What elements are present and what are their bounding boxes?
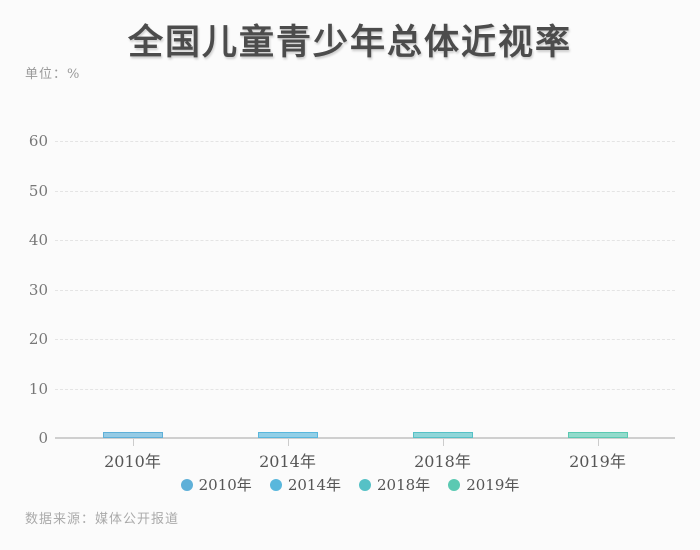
legend-item-2014年[interactable]: 2014年	[269, 474, 341, 495]
x-axis-tick-2018年	[442, 439, 444, 446]
unit-label: 单位：%	[25, 67, 81, 82]
bar-2019年[interactable]	[567, 432, 628, 438]
bar-2010年[interactable]	[102, 432, 163, 438]
legend-label: 2014年	[287, 476, 341, 494]
data-source-label: 数据来源：媒体公开报道	[25, 512, 180, 527]
x-axis-tick-2019年	[597, 439, 599, 446]
y-axis-label-60: 60	[28, 132, 48, 150]
gridline-20	[55, 339, 675, 340]
gridline-30	[55, 289, 675, 291]
gridline-10	[55, 388, 675, 390]
legend-dot-icon	[180, 478, 193, 491]
x-axis-label-2010年: 2010年	[104, 452, 161, 471]
legend-label: 2019年	[466, 476, 520, 494]
y-axis-label-10: 10	[28, 379, 48, 398]
y-axis-label-0: 0	[38, 429, 48, 447]
legend-item-2018年[interactable]: 2018年	[359, 474, 430, 495]
gridline-50	[55, 190, 675, 192]
legend-dot-icon	[448, 478, 461, 491]
legend-dot-icon	[269, 478, 282, 491]
legend-item-2019年[interactable]: 2019年	[448, 474, 519, 495]
x-axis-tick-2010年	[132, 439, 134, 446]
legend-item-2010年[interactable]: 2010年	[180, 474, 252, 495]
bar-2014年[interactable]	[257, 432, 318, 438]
x-axis-label-2019年: 2019年	[569, 452, 626, 471]
y-axis-label-20: 20	[28, 330, 48, 348]
y-axis-label-50: 50	[28, 181, 48, 200]
legend-label: 2018年	[377, 476, 431, 494]
legend-label: 2010年	[198, 476, 252, 494]
gridline-40	[55, 240, 675, 241]
x-axis-label-2014年: 2014年	[259, 452, 316, 471]
gridline-60	[55, 141, 675, 142]
x-axis-tick-2014年	[287, 439, 289, 446]
chart-title: 全国儿童青少年总体近视率	[127, 22, 572, 63]
legend: 2010年 2014年 2018年 2019年	[0, 474, 700, 495]
x-axis-label-2018年: 2018年	[414, 452, 471, 471]
legend-dot-icon	[359, 478, 371, 491]
x-axis-line	[55, 437, 675, 439]
y-axis-label-40: 40	[28, 231, 48, 249]
bar-2018年[interactable]	[412, 432, 473, 438]
y-axis-label-30: 30	[28, 280, 48, 299]
